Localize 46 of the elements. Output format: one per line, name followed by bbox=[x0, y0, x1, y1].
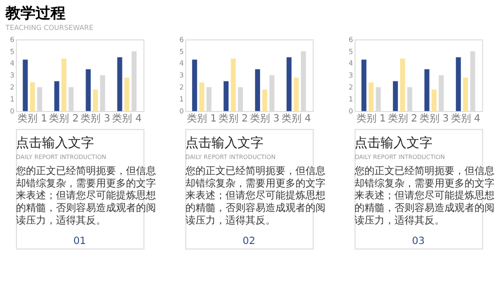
bar bbox=[224, 81, 229, 112]
bar bbox=[456, 57, 461, 112]
text: 01 bbox=[73, 236, 86, 248]
text: 点击输入文字 bbox=[185, 134, 264, 151]
bar bbox=[294, 78, 299, 112]
bar bbox=[30, 82, 35, 112]
bar bbox=[400, 58, 406, 112]
x-tick-label: 类别 4 bbox=[281, 112, 311, 125]
bar bbox=[86, 69, 91, 112]
bar bbox=[463, 78, 468, 112]
text: 点击输入文字 bbox=[16, 134, 94, 151]
x-tick-label: 类别 1 bbox=[18, 112, 48, 125]
bar bbox=[432, 90, 437, 112]
x-tick-label: 类别 4 bbox=[112, 112, 142, 125]
text: 点击输入文字 bbox=[354, 134, 433, 151]
x-tick-label: 类别 3 bbox=[419, 112, 449, 125]
x-tick-label: 类别 2 bbox=[49, 112, 79, 125]
bar bbox=[262, 90, 268, 112]
bar bbox=[61, 58, 66, 112]
bar bbox=[392, 81, 398, 112]
text: 03 bbox=[412, 236, 425, 248]
x-tick-label: 类别 3 bbox=[80, 112, 110, 125]
bar bbox=[230, 58, 236, 112]
bar bbox=[92, 90, 98, 112]
bar bbox=[199, 82, 204, 112]
bar bbox=[192, 60, 198, 112]
x-tick-label: 类别 3 bbox=[250, 112, 280, 125]
x-tick-label: 类别 4 bbox=[450, 112, 480, 125]
chart-title: 教学过程 bbox=[4, 4, 66, 22]
bar bbox=[424, 69, 430, 112]
x-tick-label: 类别 1 bbox=[356, 112, 386, 125]
x-tick-label: 类别 2 bbox=[218, 112, 248, 125]
bar bbox=[368, 82, 374, 112]
text: 您的正文已经简明扼要，但信息却错综复杂，需要用更多的文字来表述；但请您尽可能提炼思想的精髓，否则容易造成观者的阅读压力，适得其反。 bbox=[14, 164, 156, 227]
bar bbox=[22, 60, 28, 112]
bar bbox=[361, 60, 366, 112]
bar bbox=[255, 69, 260, 112]
x-tick-label: 类别 2 bbox=[388, 112, 418, 125]
x-tick-label: 类别 1 bbox=[187, 112, 217, 125]
bar bbox=[117, 57, 122, 112]
bar bbox=[124, 78, 130, 112]
bar bbox=[54, 81, 60, 112]
text: 02 bbox=[242, 236, 256, 248]
text: 您的正文已经简明扼要，但信息却错综复杂，需要用更多的文字来表述；但请您尽可能提炼思想的精髓，否则容易造成观者的阅读压力，适得其反。 bbox=[354, 164, 495, 227]
text: 您的正文已经简明扼要，但信息却错综复杂，需要用更多的文字来表述；但请您尽可能提炼思想的精髓，否则容易造成观者的阅读压力，适得其反。 bbox=[184, 164, 326, 227]
bar bbox=[286, 57, 292, 112]
